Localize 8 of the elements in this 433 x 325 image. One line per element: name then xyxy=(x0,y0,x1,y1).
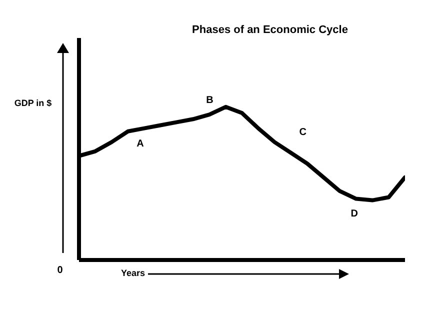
y-axis-title: GDP in $ xyxy=(14,98,52,108)
text: B xyxy=(206,94,214,106)
annotation: D xyxy=(350,208,358,220)
annotation: C xyxy=(299,126,307,138)
x-axis-title: Years xyxy=(120,268,146,278)
chart-title: Phases of an Economic Cycle xyxy=(192,24,348,36)
annotation: A xyxy=(136,138,144,150)
text: 0 xyxy=(57,265,64,276)
